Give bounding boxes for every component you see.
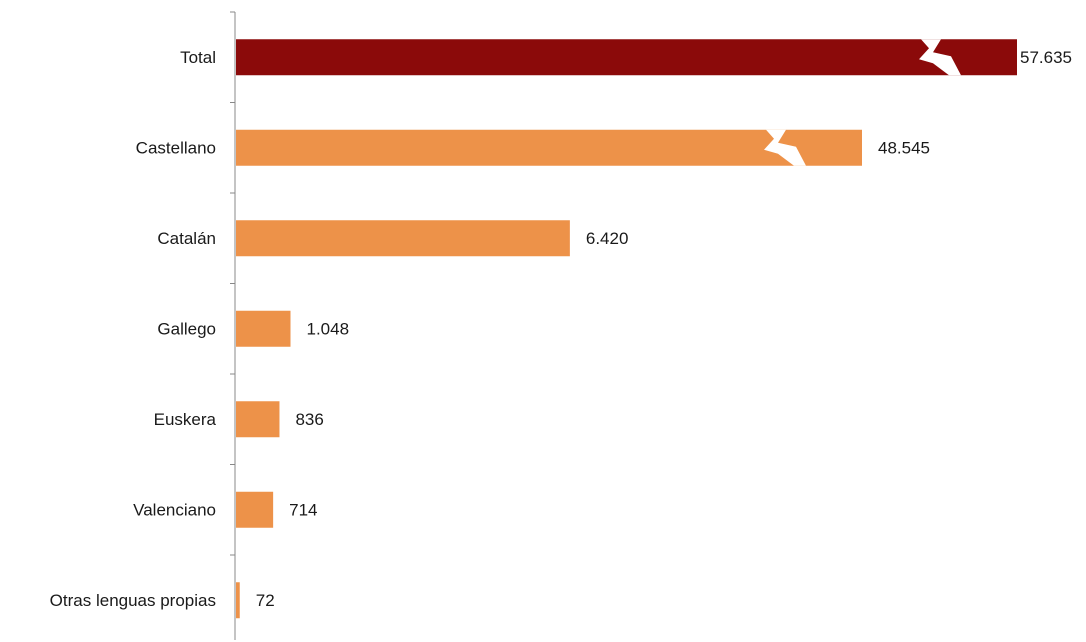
axis-break-mark	[919, 39, 961, 76]
bar-otras-lenguas-propias	[236, 582, 240, 619]
bar-euskera	[236, 401, 280, 438]
y-axis	[230, 11, 236, 640]
value-label-otras-lenguas-propias: 72	[256, 591, 275, 610]
category-label-euskera: Euskera	[154, 410, 217, 429]
value-label-gallego: 1.048	[307, 319, 350, 338]
bars	[236, 39, 1017, 619]
category-label-valenciano: Valenciano	[133, 500, 216, 519]
value-label-euskera: 836	[295, 410, 323, 429]
category-label-total: Total	[180, 48, 216, 67]
value-label-catalan: 6.420	[586, 229, 629, 248]
category-label-castellano: Castellano	[136, 138, 216, 157]
labels: Total 57.635 Castellano 48.545 Catalán 6.420 G…	[50, 48, 1072, 610]
value-label-castellano: 48.545	[878, 138, 930, 157]
value-label-valenciano: 714	[289, 500, 317, 519]
bar-valenciano	[236, 491, 274, 528]
category-label-catalan: Catalán	[157, 229, 216, 248]
bar-catalan	[236, 220, 570, 257]
bar-total	[236, 39, 1017, 76]
category-label-otras-lenguas-propias: Otras lenguas propias	[50, 591, 216, 610]
axis-break-mark	[764, 129, 806, 166]
value-label-total: 57.635	[1020, 48, 1072, 67]
bar-gallego	[236, 310, 291, 347]
bar-castellano	[236, 129, 862, 166]
category-label-gallego: Gallego	[157, 319, 216, 338]
